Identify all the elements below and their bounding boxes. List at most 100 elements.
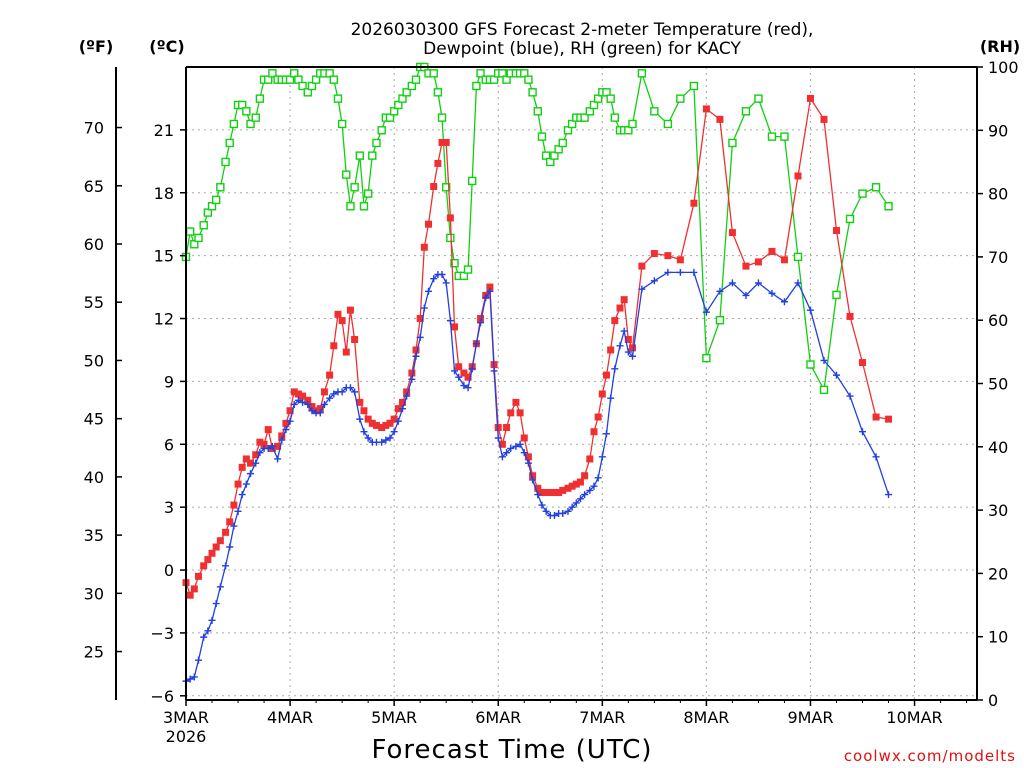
temperature-point: [282, 419, 290, 427]
rh-point: [754, 94, 763, 103]
temperature-point: [846, 312, 854, 320]
dewpoint-point: [885, 491, 893, 499]
dewpoint-line: [185, 271, 890, 682]
temperature-point: [416, 315, 424, 323]
rh-point: [185, 227, 195, 236]
dewpoint-point: [382, 436, 390, 444]
dewpoint-point: [420, 304, 428, 312]
temperature-point: [780, 256, 788, 264]
x-tick-label: 9MAR: [787, 708, 833, 727]
dewpoint-point: [247, 470, 255, 478]
x-tick-label: 3MAR: [163, 708, 209, 727]
temperature-point: [304, 396, 312, 404]
temperature-point: [564, 484, 572, 492]
fahrenheit-tick-label: 40: [84, 468, 104, 487]
temperature-point: [728, 229, 736, 237]
temperature-point: [442, 138, 450, 146]
rh-point: [242, 107, 251, 116]
temperature-point: [806, 94, 814, 102]
temperature-point: [330, 342, 338, 350]
temperature-point: [616, 304, 624, 312]
dewpoint-point: [286, 417, 294, 425]
rh-point: [476, 69, 485, 78]
temperature-point: [872, 413, 880, 421]
dewpoint-point: [403, 392, 411, 400]
fahrenheit-tick-label: 70: [84, 119, 104, 138]
temperature-point: [534, 484, 542, 492]
rh-point: [676, 94, 685, 103]
temperature-point: [638, 262, 646, 270]
temperature-point: [394, 405, 402, 413]
dewpoint-point: [451, 367, 459, 375]
rh-point: [702, 353, 711, 363]
rh-tick-label: 0: [988, 691, 998, 710]
temperature-point: [702, 105, 710, 113]
fahrenheit-tick-label: 35: [84, 526, 104, 545]
temperature-point: [538, 488, 546, 496]
temperature-point: [794, 172, 802, 180]
dewpoint-point: [330, 390, 338, 398]
celsius-tick-label: −3: [150, 624, 174, 643]
dewpoint-point: [486, 287, 494, 295]
dewpoint-point: [572, 499, 580, 507]
rh-point: [216, 183, 225, 192]
dewpoint-point: [650, 277, 658, 285]
x-axis-title: Forecast Time (UTC): [371, 735, 652, 765]
temperature-point: [529, 472, 537, 480]
temperature-point: [859, 359, 867, 367]
temperature-point: [256, 438, 264, 446]
dewpoint-point: [638, 285, 646, 293]
dewpoint-point: [390, 428, 398, 436]
dewpoint-point: [716, 287, 724, 295]
rh-point: [858, 189, 867, 198]
dewpoint-point: [455, 373, 463, 381]
series-layer: [181, 62, 893, 685]
rh-point: [199, 221, 208, 230]
temperature-point: [382, 421, 390, 429]
temperature-point: [494, 424, 502, 432]
fahrenheit-unit-label: (ºF): [79, 37, 114, 56]
rh-point: [251, 113, 260, 122]
rh-point: [845, 214, 855, 224]
dewpoint-point: [754, 279, 762, 287]
temperature-point: [628, 344, 636, 352]
rh-point: [663, 119, 673, 129]
dewpoint-point: [498, 453, 506, 461]
dewpoint-point: [581, 491, 589, 499]
rh-point: [337, 119, 347, 129]
dewpoint-point: [468, 365, 476, 373]
temperature-point: [477, 315, 485, 323]
dewpoint-point: [607, 394, 615, 402]
dewpoint-point: [490, 367, 498, 375]
temperature-point: [260, 440, 268, 448]
celsius-tick-label: 18: [154, 184, 174, 203]
temperature-point: [390, 415, 398, 423]
temperature-point: [320, 388, 328, 396]
celsius-tick-label: 12: [154, 310, 174, 329]
rh-point: [433, 88, 443, 97]
temperature-point: [664, 252, 672, 260]
temperature-point: [611, 317, 619, 325]
rh-point: [580, 113, 589, 122]
temperature-point: [542, 488, 550, 496]
dewpoint-point: [416, 333, 424, 341]
temperature-point: [434, 159, 442, 167]
temperature-point: [768, 247, 776, 255]
fahrenheit-tick-label: 65: [84, 177, 104, 196]
rh-point: [346, 202, 355, 211]
dewpoint-point: [616, 342, 624, 350]
dewpoint-point: [346, 384, 354, 392]
rh-point: [246, 119, 255, 129]
temperature-point: [186, 591, 194, 599]
temperature-point: [308, 403, 316, 411]
temperature-point: [360, 407, 368, 415]
dewpoint-point: [398, 405, 406, 413]
rh-tick-label: 80: [988, 185, 1008, 204]
rh-point: [650, 107, 659, 116]
temperature-point: [486, 283, 494, 291]
temperature-point: [438, 138, 446, 146]
temperature-point: [208, 549, 216, 557]
rh-point: [537, 132, 547, 141]
temperature-point: [568, 482, 576, 490]
dewpoint-point: [568, 503, 576, 511]
